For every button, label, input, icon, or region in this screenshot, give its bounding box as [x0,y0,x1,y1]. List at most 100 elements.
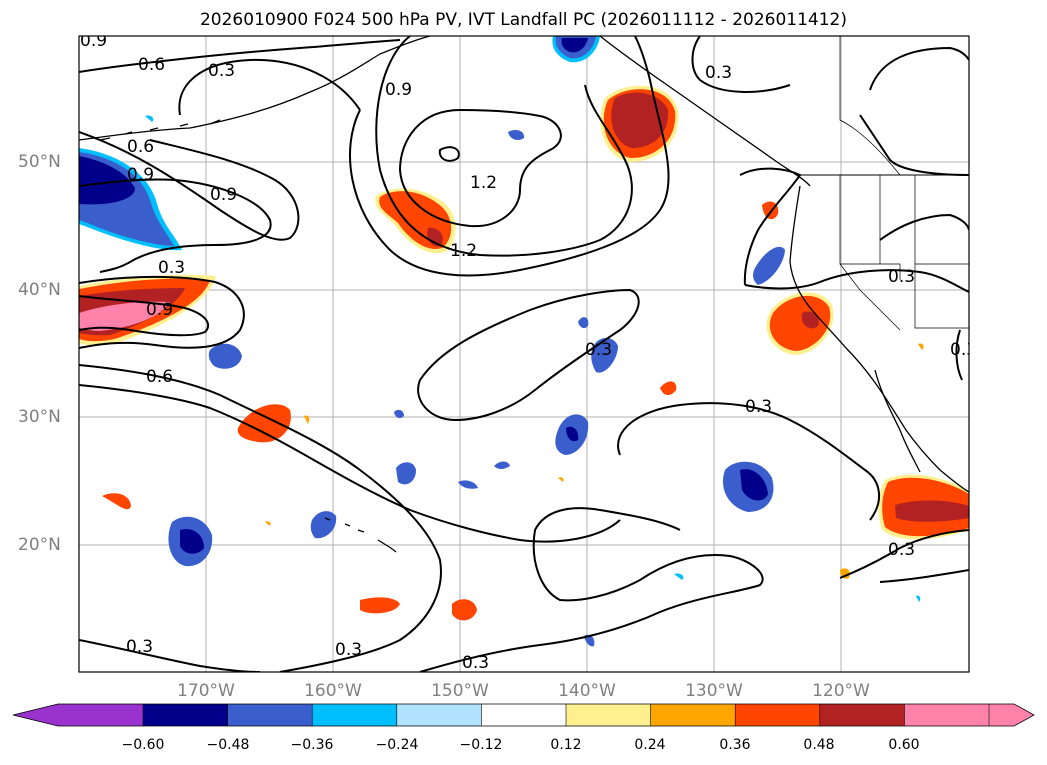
colorbar-tick-label: 0.60 [888,737,920,753]
colorbar-segment [904,704,990,726]
negative-anomaly-region [494,461,510,469]
negative-anomaly-region [79,156,135,205]
colorbar-tick-label: −0.60 [121,737,165,753]
positive-anomaly-region [265,521,271,526]
positive-anomaly-region [611,92,669,148]
contour-label: 0.9 [385,80,412,100]
lat-label-50n: 50°N [18,152,61,172]
canada-province-border [839,36,901,176]
contour-labels: 0.9 0.6 0.3 0.6 0.9 0.9 0.3 0.9 0.6 0.9 … [80,31,969,673]
alaska-coast [79,36,431,141]
contour-label: 0.3 [705,63,732,83]
lat-label-20n: 20°N [18,535,61,555]
positive-anomaly-region [360,597,400,614]
pv-contour-line [869,46,969,91]
contour-label: 0.3 [745,397,772,417]
lon-label-130w: 130°W [685,681,743,701]
lon-label-160w: 160°W [304,681,362,701]
positive-anomaly-region [769,295,831,351]
positive-anomaly-region [102,493,131,510]
positive-anomaly-region [452,599,477,621]
colorbar-tick-label: 0.48 [803,737,835,753]
negative-anomaly-region [753,246,785,285]
pv-contour-line [79,639,261,672]
positive-anomaly-region [558,477,564,482]
negative-anomaly-region [310,511,337,539]
map-plot-area: 0.9 0.6 0.3 0.6 0.9 0.9 0.3 0.9 0.6 0.9 … [79,31,969,673]
contour-label: 0.3 [888,540,915,560]
contour-label: 0.3 [585,340,612,360]
positive-anomaly-region [801,311,819,329]
colorbar-extend-high [988,704,1034,726]
pv-contour-line [617,402,880,521]
negative-anomaly-region [180,528,204,554]
aleutian-islands [99,119,221,141]
colorbar-outline [12,703,1035,727]
contour-label: 0.6 [127,137,154,157]
contour-label: 0.6 [138,55,165,75]
pv-contour-line [79,275,245,349]
contour-label: 0.3 [158,258,185,278]
pv-contour-line [79,178,272,273]
colorbar-tick-label: 0.24 [634,737,666,753]
lon-label-120w: 120°W [812,681,870,701]
colorbar-extend-low [13,704,143,726]
positive-anomaly-region [918,343,924,350]
colorbar-segment [566,704,652,726]
negative-anomaly-region [591,337,618,373]
colorbar-segments [13,704,1034,726]
contour-label: 0.9 [146,300,173,320]
colorbar-tick-label: −0.12 [459,737,503,753]
contour-label: 0.3 [126,637,153,657]
colorbar-segment [735,704,821,726]
contour-label: 1.2 [450,241,477,261]
colorbar-segment [312,704,398,726]
pv-contour-line [744,269,969,293]
colorbar [12,703,1035,727]
contour-label: 0.3 [208,61,235,81]
colorbar-segment [819,704,905,726]
pv-contour-line [879,213,969,241]
contour-label: 0.3 [888,267,915,287]
lat-label-30n: 30°N [18,407,61,427]
positive-anomaly-region [79,301,170,331]
positive-anomaly-region [660,381,677,395]
negative-anomaly-region [566,426,579,442]
negative-anomaly-region [561,38,588,53]
contour-label: 0.3 [462,653,489,673]
pv-contour-line [178,58,361,116]
negative-anomaly-region [578,317,589,329]
pv-contour-line [398,108,562,228]
negative-anomaly-region [145,115,154,122]
colorbar-segment [227,704,313,726]
pv-contours [79,36,969,672]
colorbar-tick-label: −0.48 [206,737,250,753]
graticule [79,36,969,672]
negative-anomaly-region [916,595,921,602]
pv-contour-line [79,364,442,672]
negative-anomaly-fills [79,36,921,647]
negative-anomaly-region [394,409,404,419]
pv-contour-line [375,36,633,257]
contour-label: 0.9 [80,31,107,51]
pv-contour-line [955,329,963,381]
colorbar-segment [143,704,229,726]
pv-contour-line [417,288,640,422]
pv-contour-line [419,507,764,672]
pv-contour-line [349,36,670,277]
positive-anomaly-region [895,500,969,522]
negative-anomaly-region [740,469,768,501]
map-title: 2026010900 F024 500 hPa PV, IVT Landfall… [199,10,847,30]
colorbar-segment [650,704,736,726]
negative-anomaly-region [508,130,525,140]
positive-anomaly-region [237,404,291,443]
negative-anomaly-region [396,462,416,485]
contour-label: 0.6 [146,367,173,387]
colorbar-tick-label: 0.36 [719,737,751,753]
lon-label-140w: 140°W [558,681,616,701]
pv-contour-line [438,146,460,162]
contour-label: 0.9 [210,185,237,205]
colorbar-tick-label: 0.12 [550,737,582,753]
pv-contour-line [879,569,969,583]
colorbar-segment [481,704,567,726]
